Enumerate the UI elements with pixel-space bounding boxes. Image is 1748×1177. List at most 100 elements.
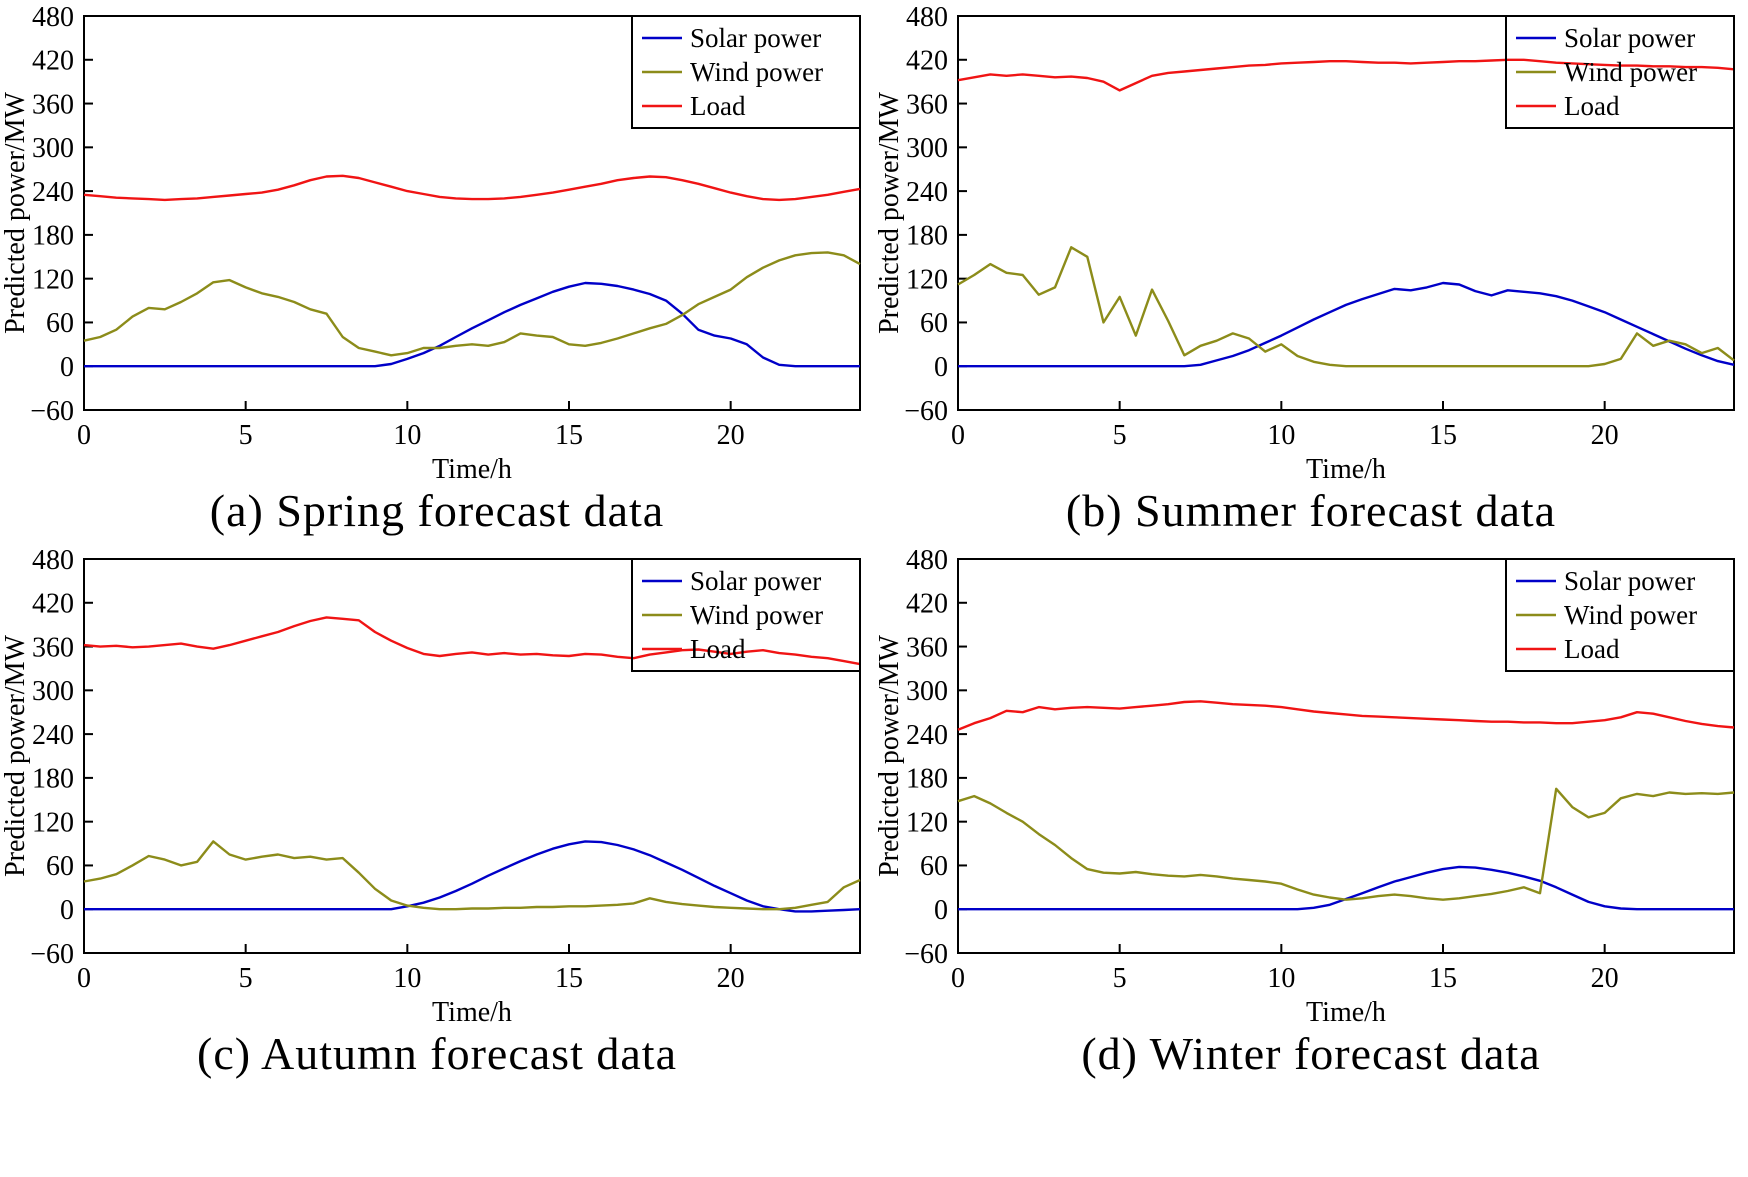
load-line xyxy=(83,174,861,202)
legend: Solar power Wind power Load xyxy=(631,558,861,672)
y-tick-label: 0 xyxy=(934,352,948,383)
y-tick-label: 360 xyxy=(906,89,948,120)
wind-power-line xyxy=(957,246,1735,368)
plot-frame xyxy=(83,15,861,411)
y-tick-label: 60 xyxy=(46,851,74,882)
y-tick-label: 0 xyxy=(934,895,948,926)
wind-power-line xyxy=(83,251,861,357)
y-tick-label: 120 xyxy=(906,264,948,295)
y-tick-label: 240 xyxy=(906,720,948,751)
legend-label: Wind power xyxy=(1564,600,1697,630)
legend-label: Solar power xyxy=(1564,566,1695,596)
legend-box xyxy=(631,558,861,672)
x-tick-label: 5 xyxy=(1113,963,1127,994)
y-axis-label: Predicted power/MW xyxy=(874,92,905,334)
caption-autumn: (c) Autumn forecast data xyxy=(197,1028,677,1079)
x-axis-label: Time/h xyxy=(432,454,512,484)
plot-frame xyxy=(957,558,1735,954)
wind-power-line xyxy=(957,787,1735,901)
solar-power-line xyxy=(958,865,1734,911)
y-tick-label: 420 xyxy=(32,589,74,620)
y-tick-label: 480 xyxy=(906,4,948,33)
y-tick-label: 360 xyxy=(32,632,74,663)
x-axis-label: Time/h xyxy=(432,997,512,1027)
plot-frame xyxy=(957,15,1735,411)
y-tick-label: 120 xyxy=(32,264,74,295)
y-tick-label: 180 xyxy=(32,764,74,795)
x-tick-label: 15 xyxy=(555,420,583,451)
x-tick-label: 5 xyxy=(239,420,253,451)
y-tick-label: −60 xyxy=(904,939,948,970)
y-tick-label: −60 xyxy=(30,939,74,970)
y-tick-label: 480 xyxy=(906,547,948,576)
y-tick-label: 300 xyxy=(906,133,948,164)
y-tick-label: 120 xyxy=(32,807,74,838)
y-tick-label: 480 xyxy=(32,547,74,576)
wind-power-line xyxy=(83,840,861,911)
y-tick-label: 60 xyxy=(920,308,948,339)
legend: Solar power Wind power Load xyxy=(631,15,861,129)
legend-label: Wind power xyxy=(690,57,823,87)
legend-label: Solar power xyxy=(1564,23,1695,53)
x-axis-label: Time/h xyxy=(1306,454,1386,484)
y-tick-label: 0 xyxy=(60,352,74,383)
y-tick-label: 120 xyxy=(906,807,948,838)
y-tick-label: 420 xyxy=(906,46,948,77)
x-tick-label: 20 xyxy=(717,420,745,451)
caption-winter: (d) Winter forecast data xyxy=(1081,1028,1541,1079)
x-tick-label: 20 xyxy=(1591,420,1619,451)
y-axis-label: Predicted power/MW xyxy=(874,635,905,877)
y-tick-label: 60 xyxy=(920,851,948,882)
chart-autumn: −60 0 60 120 180 240 300 360 420 480 0 5 10 15 20 Predi… xyxy=(0,547,874,1080)
x-tick-label: 10 xyxy=(393,420,421,451)
y-axis-label: Predicted power/MW xyxy=(0,635,31,877)
x-tick-label: 5 xyxy=(239,963,253,994)
y-tick-label: 300 xyxy=(906,676,948,707)
legend-label: Wind power xyxy=(1564,57,1697,87)
y-tick-label: 420 xyxy=(32,46,74,77)
y-tick-label: 60 xyxy=(46,308,74,339)
y-tick-label: −60 xyxy=(30,396,74,427)
legend: Solar power Wind power Load xyxy=(1505,558,1735,672)
y-tick-label: 180 xyxy=(906,221,948,252)
x-tick-label: 15 xyxy=(1429,963,1457,994)
y-tick-label: 360 xyxy=(906,632,948,663)
caption-spring: (a) Spring forecast data xyxy=(209,485,665,536)
legend-box xyxy=(631,15,861,129)
y-tick-label: −60 xyxy=(904,396,948,427)
x-tick-label: 10 xyxy=(393,963,421,994)
x-tick-label: 20 xyxy=(717,963,745,994)
plot-frame xyxy=(83,558,861,954)
x-tick-label: 0 xyxy=(77,963,91,994)
chart-winter: −60 0 60 120 180 240 300 360 420 480 0 5 10 15 20 Predi… xyxy=(874,547,1748,1080)
y-tick-label: 360 xyxy=(32,89,74,120)
legend-box xyxy=(1505,15,1735,129)
legend-label: Load xyxy=(690,91,746,121)
solar-power-line xyxy=(84,281,860,368)
load-line xyxy=(83,616,861,666)
x-tick-label: 5 xyxy=(1113,420,1127,451)
chart-spring: −60 0 60 120 180 240 300 360 420 480 0 5 10 15 20 Predi… xyxy=(0,4,874,537)
load-line xyxy=(957,58,1735,92)
y-tick-label: 240 xyxy=(32,177,74,208)
legend: Solar power Wind power Load xyxy=(1505,15,1735,129)
caption-summer: (b) Summer forecast data xyxy=(1065,485,1557,536)
x-axis-label: Time/h xyxy=(1306,997,1386,1027)
y-tick-label: 180 xyxy=(32,221,74,252)
figure-grid: −60 0 60 120 180 240 300 360 420 480 0 5 10 15 20 Predi… xyxy=(0,4,1748,1080)
x-tick-label: 20 xyxy=(1591,963,1619,994)
y-tick-label: 0 xyxy=(60,895,74,926)
x-tick-label: 0 xyxy=(951,963,965,994)
x-tick-label: 15 xyxy=(1429,420,1457,451)
y-tick-label: 240 xyxy=(906,177,948,208)
y-tick-label: 180 xyxy=(906,764,948,795)
legend-box xyxy=(1505,558,1735,672)
x-tick-label: 0 xyxy=(77,420,91,451)
solar-power-line xyxy=(958,281,1735,368)
x-tick-label: 0 xyxy=(951,420,965,451)
x-tick-label: 10 xyxy=(1267,963,1295,994)
